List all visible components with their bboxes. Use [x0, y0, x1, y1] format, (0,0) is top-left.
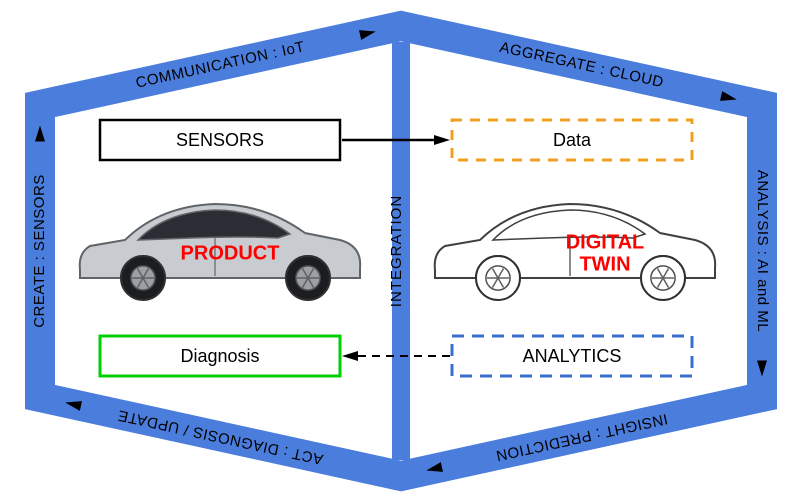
conn-arrow-sensors_to_data: [434, 135, 450, 145]
twin-car-label: DIGITAL: [566, 231, 645, 253]
sensors-box-label: SENSORS: [176, 130, 264, 150]
edge-label-bot_left: ACT : DIAGNOSIS / UPDATE: [116, 406, 325, 467]
conn-arrow-analytics_to_diagnosis: [342, 351, 358, 361]
center-divider-label: INTEGRATION: [388, 195, 405, 307]
twin-car-label: TWIN: [579, 253, 630, 275]
edge-label-left: CREATE : SENSORS: [31, 174, 48, 328]
analytics-box-label: ANALYTICS: [523, 346, 622, 366]
data-box-label: Data: [553, 130, 592, 150]
diagnosis-box-label: Diagnosis: [180, 346, 259, 366]
product-car-label: PRODUCT: [181, 242, 280, 264]
edge-label-right: ANALYSIS : AI and ML: [754, 170, 771, 332]
